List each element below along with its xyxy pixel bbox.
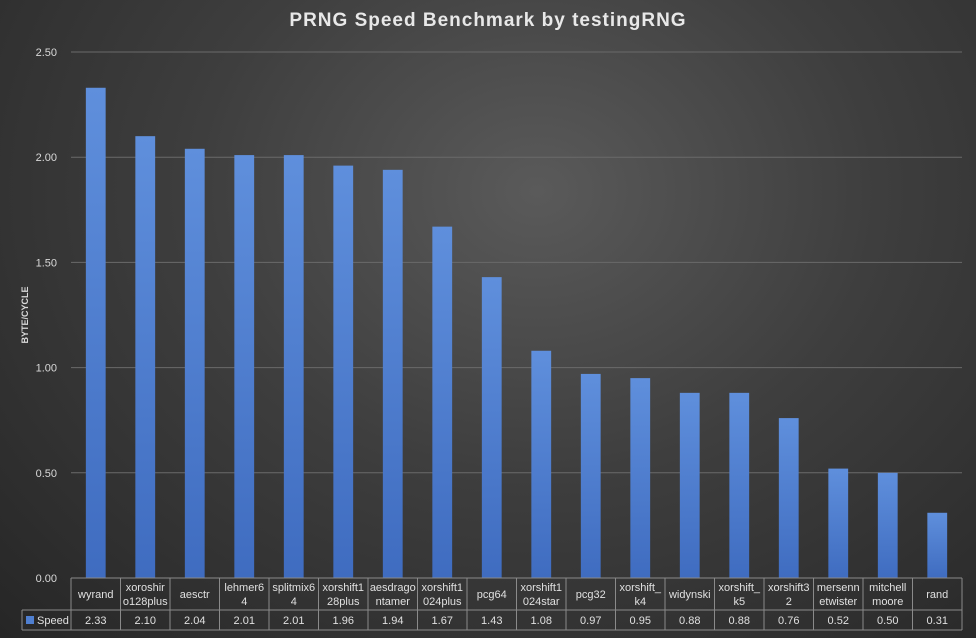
bar xyxy=(184,148,205,578)
bar xyxy=(778,418,799,578)
bar xyxy=(135,136,156,578)
x-tick-label: xorshift_ xyxy=(619,582,661,594)
data-label: 1.08 xyxy=(531,615,552,627)
data-label: 0.88 xyxy=(679,615,700,627)
bar xyxy=(234,155,255,578)
x-tick-label: ntamer xyxy=(376,596,411,608)
x-tick-label: 4 xyxy=(291,596,297,608)
data-label: 2.04 xyxy=(184,615,205,627)
data-label: 2.01 xyxy=(234,615,255,627)
x-tick-label: 28plus xyxy=(327,596,360,608)
bar xyxy=(679,392,700,578)
chart-title: PRNG Speed Benchmark by testingRNG xyxy=(289,10,687,31)
x-tick-label: moore xyxy=(872,596,903,608)
x-tick-label: xorshift_ xyxy=(718,582,760,594)
data-label: 2.01 xyxy=(283,615,304,627)
x-tick-label: widynski xyxy=(668,589,711,601)
bar xyxy=(927,512,948,578)
legend-key xyxy=(26,616,34,624)
bar xyxy=(432,226,453,578)
data-label: 2.10 xyxy=(135,615,156,627)
x-tick-label: splitmix6 xyxy=(272,582,315,594)
x-tick-label: k5 xyxy=(733,596,745,608)
data-label: 0.97 xyxy=(580,615,601,627)
bar xyxy=(333,165,354,578)
x-tick-label: xorshift1 xyxy=(322,582,364,594)
x-tick-label: o128plus xyxy=(123,596,168,608)
data-label: 0.31 xyxy=(927,615,948,627)
x-tick-label: pcg32 xyxy=(576,589,606,601)
x-tick-label: xorshift1 xyxy=(421,582,463,594)
x-tick-label: wyrand xyxy=(77,589,113,601)
x-tick-label: 4 xyxy=(241,596,247,608)
legend-label: Speed xyxy=(37,615,69,627)
x-tick-label: 024star xyxy=(523,596,560,608)
bar xyxy=(877,472,898,578)
y-tick-label: 0.50 xyxy=(36,468,57,480)
bar xyxy=(729,392,750,578)
bar xyxy=(630,378,651,578)
bar xyxy=(283,155,304,578)
data-label: 1.43 xyxy=(481,615,502,627)
y-tick-label: 2.50 xyxy=(36,47,57,59)
x-tick-label: rand xyxy=(926,589,948,601)
bar xyxy=(481,277,502,578)
x-tick-label: k4 xyxy=(634,596,646,608)
data-label: 0.88 xyxy=(729,615,750,627)
x-tick-label: mitchell xyxy=(869,582,906,594)
bar xyxy=(382,169,403,578)
x-tick-label: etwister xyxy=(819,596,857,608)
x-tick-label: 2 xyxy=(786,596,792,608)
x-tick-label: pcg64 xyxy=(477,589,507,601)
x-tick-label: lehmer6 xyxy=(224,582,264,594)
y-axis-label: BYTE/CYCLE xyxy=(20,286,30,343)
x-tick-label: mersenn xyxy=(817,582,860,594)
data-label: 0.50 xyxy=(877,615,898,627)
data-label: 0.76 xyxy=(778,615,799,627)
bar xyxy=(85,87,106,578)
y-tick-label: 1.50 xyxy=(36,257,57,269)
y-tick-label: 1.00 xyxy=(36,363,57,375)
data-label: 1.94 xyxy=(382,615,403,627)
data-label: 1.67 xyxy=(432,615,453,627)
y-tick-label: 0.00 xyxy=(36,573,57,585)
bar xyxy=(531,350,552,578)
data-label: 2.33 xyxy=(85,615,106,627)
data-label: 1.96 xyxy=(333,615,354,627)
x-tick-label: xorshift1 xyxy=(520,582,562,594)
y-tick-label: 2.00 xyxy=(36,152,57,164)
data-label: 0.95 xyxy=(630,615,651,627)
x-tick-label: aesdrago xyxy=(370,582,416,594)
bar xyxy=(580,373,601,578)
x-tick-label: xoroshir xyxy=(126,582,165,594)
data-label: 0.52 xyxy=(828,615,849,627)
x-tick-label: aesctr xyxy=(180,589,210,601)
x-tick-label: xorshift3 xyxy=(768,582,810,594)
bar xyxy=(828,468,849,578)
x-tick-label: 024plus xyxy=(423,596,462,608)
